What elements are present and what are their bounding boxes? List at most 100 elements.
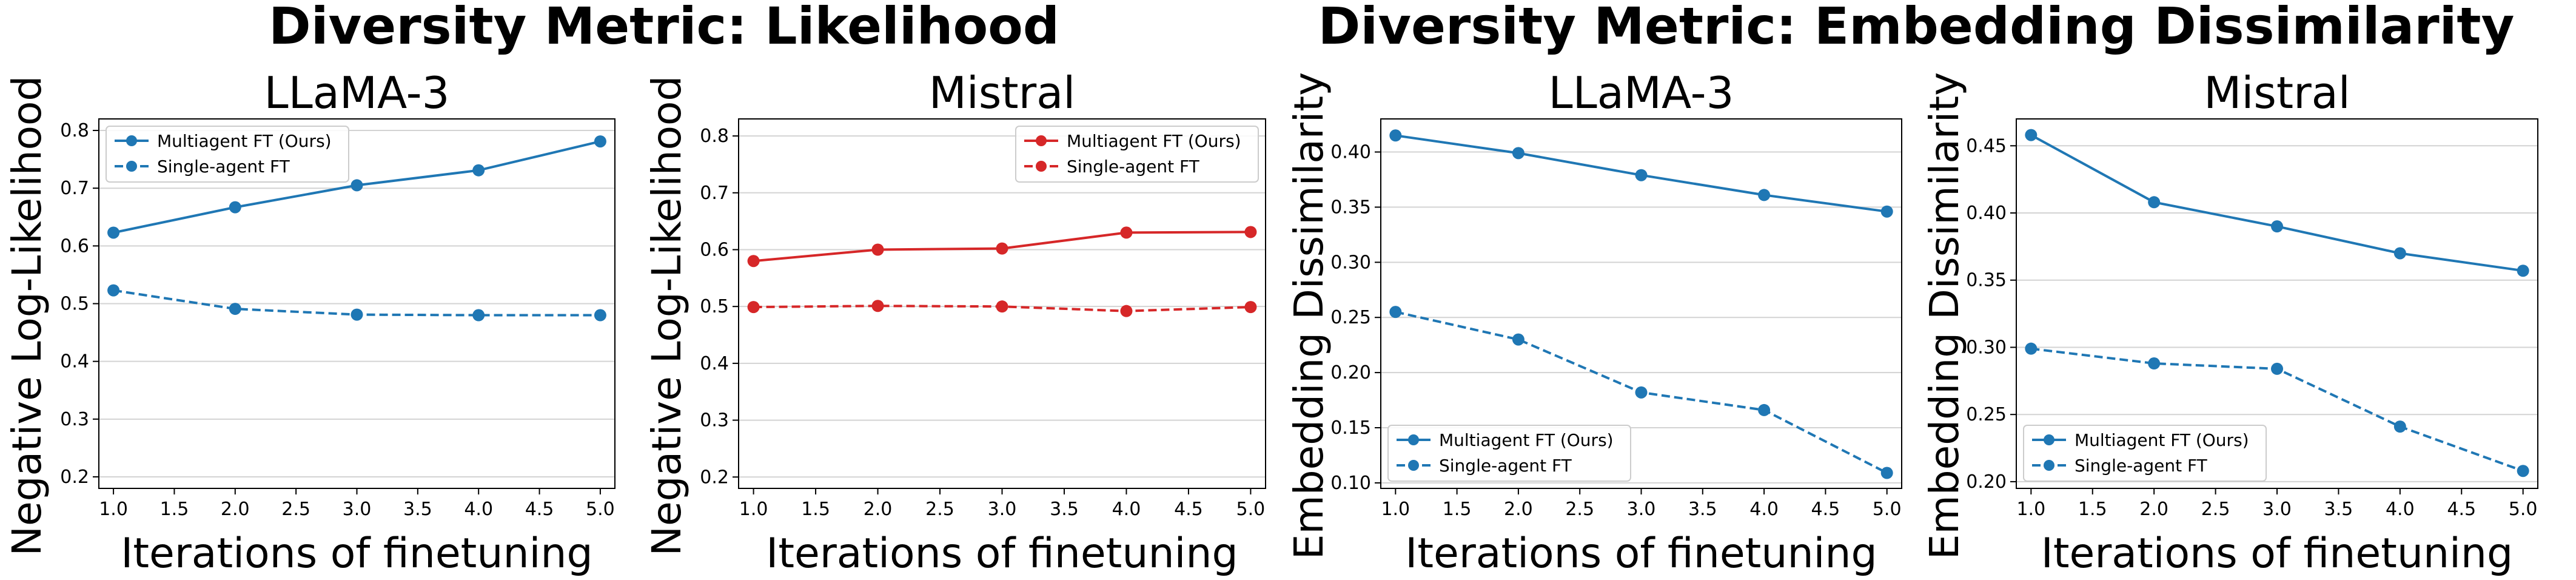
x-tick-label: 4.0: [464, 499, 493, 520]
series-line-multiagent: [2030, 133, 2523, 272]
data-point-multiagent: [1389, 129, 1402, 142]
legend-box: [106, 126, 349, 183]
x-tick-label: 4.5: [1811, 499, 1840, 520]
data-point-multiagent: [1512, 147, 1524, 160]
data-point-multiagent: [1244, 226, 1257, 238]
x-tick-label: 5.0: [1236, 499, 1266, 520]
x-axis-label: Iterations of finetuning: [766, 530, 1238, 578]
legend-entry-label: Multiagent FT (Ours): [157, 131, 332, 151]
data-point-single-agent: [594, 309, 606, 322]
data-point-multiagent: [996, 242, 1008, 255]
chart-panel-4: 0.20 0.25 0.30 0.35 0.40 0.45 1.0 1.5 2.0 2.5 3.0 3…: [1921, 67, 2538, 578]
x-tick-label: 3.5: [1050, 499, 1079, 520]
chart-title: LLaMA-3: [264, 67, 450, 118]
legend-swatch-marker: [126, 161, 137, 172]
data-point-single-agent: [1244, 301, 1257, 314]
y-tick-label: 0.6: [60, 235, 89, 257]
axes-frame: [738, 118, 1266, 489]
y-tick-label: 0.35: [1966, 270, 2007, 291]
y-tick-label: 0.45: [1966, 135, 2007, 157]
axes-frame: [98, 118, 615, 489]
data-point-single-agent: [1512, 333, 1524, 346]
y-axis-label: Negative Log-Likelihood: [4, 76, 50, 556]
legend-entry-label: Single-agent FT: [1439, 456, 1572, 476]
y-tick-label: 0.15: [1330, 417, 1371, 439]
y-tick-label: 0.8: [700, 126, 729, 147]
y-tick-label: 0.3: [60, 409, 89, 430]
legend: Multiagent FT (Ours) Single-agent FT: [1387, 425, 1631, 482]
x-tick-label: 2.5: [925, 499, 954, 520]
data-point-single-agent: [1120, 305, 1133, 317]
y-tick-label: 0.40: [1330, 142, 1371, 163]
legend-entry-label: Multiagent FT (Ours): [2075, 430, 2249, 450]
x-tick-label: 1.5: [160, 499, 189, 520]
x-tick-label: 3.5: [2324, 499, 2353, 520]
data-point-single-agent: [351, 308, 363, 321]
y-tick-label: 0.5: [60, 294, 89, 315]
y-tick-label: 0.7: [700, 183, 729, 204]
chart-title: LLaMA-3: [1549, 67, 1734, 118]
x-tick-label: 2.0: [2139, 499, 2168, 520]
data-point-multiagent: [2025, 129, 2038, 141]
x-tick-label: 2.0: [221, 499, 250, 520]
x-tick-label: 4.5: [525, 499, 554, 520]
legend: Multiagent FT (Ours) Single-agent FT: [1015, 126, 1259, 183]
y-tick-label: 0.7: [60, 178, 89, 199]
x-tick-label: 4.0: [2386, 499, 2415, 520]
x-tick-label: 1.0: [2016, 499, 2045, 520]
x-tick-label: 4.5: [2447, 499, 2476, 520]
legend-box: [2023, 425, 2267, 482]
y-tick-label: 0.25: [1966, 404, 2007, 425]
data-point-single-agent: [1389, 306, 1402, 319]
data-point-single-agent: [472, 309, 485, 322]
data-point-single-agent: [1880, 467, 1893, 479]
y-tick-label: 0.5: [700, 296, 729, 317]
y-tick-label: 0.10: [1330, 473, 1371, 494]
legend-swatch-marker: [2044, 434, 2054, 445]
x-axis-label: Iterations of finetuning: [2041, 530, 2513, 578]
y-axis-label: Embedding Dissimilarity: [1921, 72, 1968, 559]
legend-entry-label: Single-agent FT: [157, 157, 290, 177]
chart-panels: 0.2 0.3 0.4 0.5 0.6 0.7 0.8 1.0 1.5 2.0 2.5 3.0 3.5 4…: [4, 67, 2538, 578]
data-point-multiagent: [1758, 189, 1771, 201]
x-tick-label: 2.0: [1504, 499, 1533, 520]
y-tick-label: 0.8: [60, 120, 89, 141]
axes-frame: [1380, 118, 1902, 489]
data-point-single-agent: [107, 284, 120, 297]
y-tick-label: 0.35: [1330, 197, 1371, 218]
x-tick-label: 1.0: [99, 499, 128, 520]
data-point-multiagent: [2517, 265, 2529, 277]
data-point-single-agent: [747, 301, 760, 314]
x-tick-label: 1.0: [1381, 499, 1410, 520]
chart-panel-3: 0.10 0.15 0.20 0.25 0.30 0.35 0.40 1.0 1.5 2.0 2.5…: [1286, 67, 1902, 578]
x-tick-label: 2.5: [281, 499, 310, 520]
y-tick-label: 0.2: [700, 467, 729, 488]
legend-box: [1015, 126, 1259, 183]
x-tick-label: 2.5: [1565, 499, 1594, 520]
legend: Multiagent FT (Ours) Single-agent FT: [2023, 425, 2267, 482]
x-tick-label: 5.0: [586, 499, 615, 520]
x-tick-label: 2.5: [2201, 499, 2230, 520]
legend-swatch-marker: [1408, 434, 1419, 445]
data-point-multiagent: [2148, 196, 2161, 209]
legend-swatch-marker: [1408, 460, 1419, 471]
data-point-multiagent: [871, 243, 884, 256]
x-tick-label: 5.0: [1873, 499, 1902, 520]
x-tick-label: 3.0: [1627, 499, 1656, 520]
legend-swatch-marker: [126, 135, 137, 146]
y-tick-label: 0.25: [1330, 307, 1371, 328]
data-point-multiagent: [2393, 247, 2406, 260]
data-point-single-agent: [2025, 342, 2038, 355]
x-tick-label: 4.0: [1749, 499, 1779, 520]
chart-title: Mistral: [929, 67, 1076, 118]
data-point-multiagent: [107, 226, 120, 239]
data-point-single-agent: [2271, 362, 2283, 375]
legend-entry-label: Single-agent FT: [1067, 157, 1200, 177]
legend-entry-label: Multiagent FT (Ours): [1067, 131, 1241, 151]
data-point-multiagent: [351, 179, 363, 192]
x-tick-label: 3.5: [1688, 499, 1717, 520]
legend-box: [1387, 425, 1631, 482]
x-tick-label: 1.0: [739, 499, 768, 520]
data-point-single-agent: [1758, 403, 1771, 416]
